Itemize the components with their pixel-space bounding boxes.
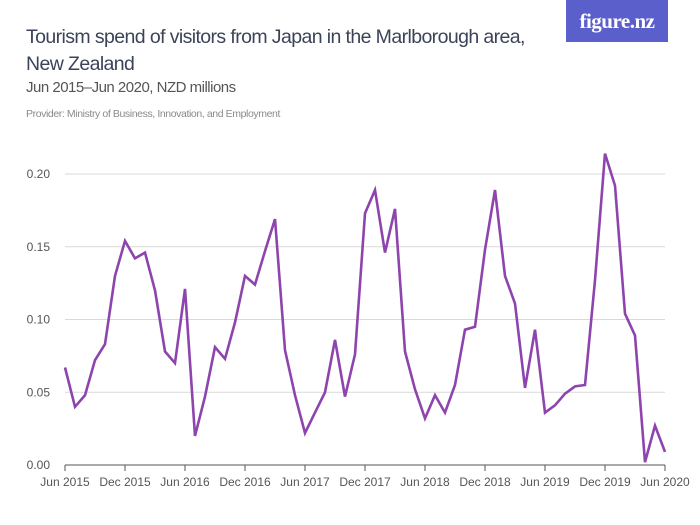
data-point: Feb 2018: 0.146 xyxy=(381,249,389,257)
x-tick-label: Jun 2018 xyxy=(400,475,450,489)
data-point: Dec 2015: 0.154 xyxy=(121,237,129,245)
data-point: May 2017: 0.048 xyxy=(291,391,299,399)
data-point: Apr 2018: 0.078 xyxy=(401,348,409,356)
data-point: Jul 2018: 0.048 xyxy=(431,391,439,399)
data-point: Jul 2017: 0.036 xyxy=(311,409,319,417)
x-tick-label: Dec 2016 xyxy=(219,475,271,489)
data-point: Nov 2015: 0.13 xyxy=(111,272,119,280)
data-point: Dec 2019: 0.214 xyxy=(601,150,609,158)
data-point: May 2019: 0.093 xyxy=(531,326,539,334)
data-point: Jun 2016: 0.121 xyxy=(181,285,189,293)
data-point: Feb 2016: 0.146 xyxy=(141,249,149,257)
data-point: Feb 2020: 0.104 xyxy=(621,310,629,318)
data-point: Oct 2017: 0.047 xyxy=(341,393,349,401)
data-point: Mar 2018: 0.176 xyxy=(391,205,399,213)
data-point: Aug 2019: 0.049 xyxy=(561,390,569,398)
data-point: Sep 2016: 0.081 xyxy=(211,343,219,351)
data-point: Dec 2018: 0.148 xyxy=(481,246,489,254)
data-point: Jul 2015: 0.04 xyxy=(71,403,79,411)
x-tick-label: Jun 2019 xyxy=(520,475,570,489)
data-point: Apr 2020: 0.002 xyxy=(641,458,649,466)
data-point: Aug 2017: 0.05 xyxy=(321,388,329,396)
chart-subtitle: Jun 2015–Jun 2020, NZD millions xyxy=(26,79,236,96)
y-tick-label: 0.00 xyxy=(27,458,51,472)
x-tick-label: Jun 2017 xyxy=(280,475,330,489)
chart-title: Tourism spend of visitors from Japan in … xyxy=(26,26,525,75)
logo-text: figure.nz xyxy=(579,8,655,33)
data-point: Jun 2015: 0.067 xyxy=(61,364,69,372)
data-point: Oct 2019: 0.055 xyxy=(581,381,589,389)
x-tick-label: Dec 2018 xyxy=(459,475,511,489)
data-point: Nov 2018: 0.095 xyxy=(471,323,479,331)
data-point: Jun 2020: 0.009 xyxy=(661,448,669,456)
data-point: Jun 2017: 0.022 xyxy=(301,429,309,437)
data-point: Mar 2019: 0.111 xyxy=(511,299,519,307)
data-point: Nov 2016: 0.098 xyxy=(231,318,239,326)
data-point: Jan 2019: 0.189 xyxy=(491,186,499,194)
data-point: Apr 2016: 0.078 xyxy=(161,348,169,356)
y-tick-label: 0.20 xyxy=(27,167,51,181)
data-point: Mar 2020: 0.089 xyxy=(631,332,639,340)
data-point: Jun 2019: 0.036 xyxy=(541,409,549,417)
data-point: Oct 2015: 0.083 xyxy=(101,340,109,348)
provider-label: Provider: Ministry of Business, Innovati… xyxy=(26,108,281,120)
x-tick-label: Jun 2016 xyxy=(160,475,210,489)
x-tick-label: Dec 2019 xyxy=(579,475,631,489)
data-point: Sep 2015: 0.072 xyxy=(91,356,99,364)
data-point: Sep 2019: 0.054 xyxy=(571,382,579,390)
y-tick-label: 0.10 xyxy=(27,313,51,327)
data-point: Jun 2018: 0.032 xyxy=(421,414,429,422)
data-point: Jan 2018: 0.189 xyxy=(371,186,379,194)
data-point: Aug 2016: 0.047 xyxy=(201,393,209,401)
data-point: Mar 2016: 0.12 xyxy=(151,286,159,294)
data-point: May 2018: 0.052 xyxy=(411,385,419,393)
data-point: Jan 2020: 0.192 xyxy=(611,182,619,190)
y-tick-label: 0.15 xyxy=(27,240,51,254)
data-point: Dec 2017: 0.173 xyxy=(361,209,369,217)
data-point: Dec 2016: 0.13 xyxy=(241,272,249,280)
data-point: Nov 2017: 0.076 xyxy=(351,350,359,358)
x-tick-label: Jun 2015 xyxy=(40,475,90,489)
y-tick-label: 0.05 xyxy=(27,385,51,399)
data-point: Aug 2015: 0.048 xyxy=(81,391,89,399)
x-tick-label: Dec 2017 xyxy=(339,475,391,489)
data-point: Aug 2018: 0.036 xyxy=(441,409,449,417)
data-point: Apr 2019: 0.053 xyxy=(521,384,529,392)
data-point: Nov 2019: 0.127 xyxy=(591,276,599,284)
data-point: Jan 2016: 0.142 xyxy=(131,254,139,262)
figure-nz-logo[interactable]: figure.nz xyxy=(566,0,668,42)
data-point: Sep 2017: 0.086 xyxy=(331,336,339,344)
data-point: May 2016: 0.07 xyxy=(171,359,179,367)
data-point: Sep 2018: 0.055 xyxy=(451,381,459,389)
data-point: Feb 2019: 0.13 xyxy=(501,272,509,280)
data-point: May 2020: 0.027 xyxy=(651,422,659,430)
data-point: Oct 2018: 0.093 xyxy=(461,326,469,334)
data-point: Jan 2017: 0.124 xyxy=(251,281,259,289)
x-tick-label: Jun 2020 xyxy=(640,475,690,489)
data-point: Mar 2017: 0.169 xyxy=(271,215,279,223)
x-tick-label: Dec 2015 xyxy=(99,475,151,489)
data-point: Jul 2019: 0.041 xyxy=(551,401,559,409)
data-point: Oct 2016: 0.073 xyxy=(221,355,229,363)
data-point: Feb 2017: 0.147 xyxy=(261,247,269,255)
data-point: Jul 2016: 0.02 xyxy=(191,432,199,440)
data-point: Apr 2017: 0.079 xyxy=(281,346,289,354)
data-line xyxy=(63,153,667,463)
